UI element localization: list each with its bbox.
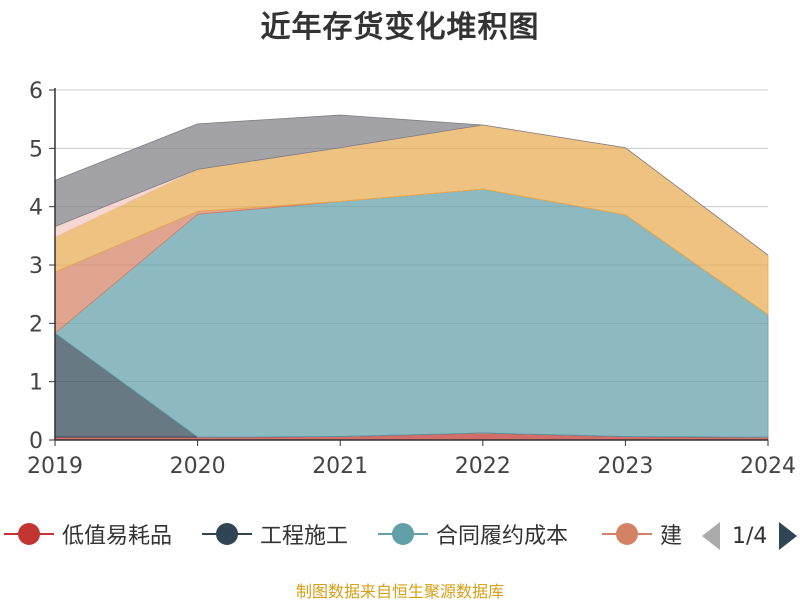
legend-next-page-icon[interactable] — [779, 522, 798, 550]
x-tick-label-2022: 2022 — [455, 454, 511, 479]
legend-marker-2 — [378, 519, 428, 549]
legend-item-0[interactable]: 低值易耗品 — [4, 516, 172, 552]
legend-dot-2 — [392, 523, 414, 545]
legend-label-0: 低值易耗品 — [62, 524, 173, 549]
axis-layer — [49, 88, 769, 446]
x-tick-label-2020: 2020 — [170, 454, 226, 479]
area-layer — [54, 114, 769, 441]
y-tick-label-4: 4 — [29, 196, 43, 221]
chart-title: 近年存货变化堆积图 — [260, 10, 540, 45]
legend-label-3: 建 — [660, 524, 683, 549]
legend-marker-1 — [202, 519, 252, 549]
x-tick-label-2019: 2019 — [27, 454, 83, 479]
legend-marker-0 — [4, 519, 54, 549]
area-series-6 — [54, 114, 769, 256]
legend: 低值易耗品 工程施工 合同履约成本 建 — [0, 516, 800, 556]
legend-label-2: 合同履约成本 — [436, 524, 569, 549]
legend-marker-3 — [602, 519, 652, 549]
legend-item-1[interactable]: 工程施工 — [202, 516, 348, 552]
legend-prev-page-icon[interactable] — [702, 522, 720, 550]
label-layer: 0 1 2 3 4 5 6 2019 2020 2021 2022 2023 2024 — [27, 79, 796, 479]
x-tick-label-2023: 2023 — [597, 454, 653, 479]
y-tick-label-2: 2 — [29, 312, 43, 337]
legend-item-2[interactable]: 合同履约成本 — [378, 516, 568, 552]
legend-item-3[interactable]: 建 — [602, 516, 682, 552]
x-tick-label-2021: 2021 — [312, 454, 368, 479]
legend-dot-1 — [216, 523, 238, 545]
legend-page-indicator: 1/4 — [732, 523, 768, 549]
x-tick-label-2024: 2024 — [740, 454, 796, 479]
y-tick-label-5: 5 — [29, 137, 43, 162]
legend-dot-0 — [18, 523, 40, 545]
legend-dot-3 — [616, 523, 638, 545]
chart-plot: 0 1 2 3 4 5 6 2019 2020 2021 2022 2023 2024 — [27, 79, 796, 479]
legend-pager: 1/4 — [702, 518, 798, 554]
y-tick-label-0: 0 — [29, 429, 43, 454]
y-tick-label-1: 1 — [29, 371, 43, 396]
y-tick-label-6: 6 — [29, 79, 43, 104]
y-tick-label-3: 3 — [29, 254, 43, 279]
legend-label-1: 工程施工 — [260, 524, 349, 549]
source-note: 制图数据来自恒生聚源数据库 — [295, 582, 504, 601]
